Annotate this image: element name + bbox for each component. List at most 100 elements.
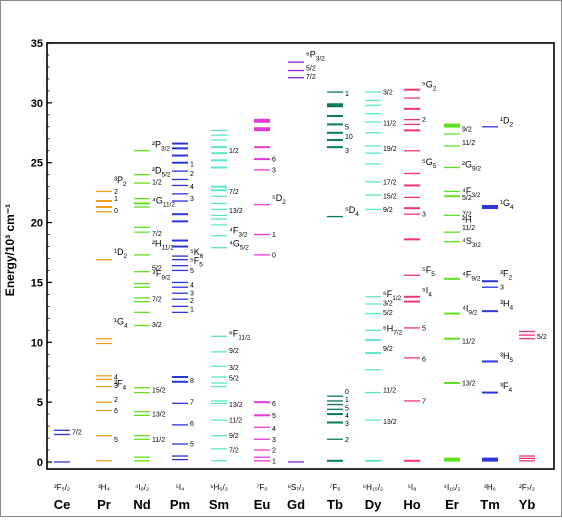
term-label: ³F4: [500, 381, 513, 394]
level-label: 3: [345, 148, 349, 155]
energy-level-bar: [365, 194, 381, 196]
energy-level-bar: [288, 77, 304, 79]
energy-level-bar: [365, 459, 381, 462]
level-label: 1: [114, 196, 118, 203]
term-label: ¹G4: [500, 198, 514, 211]
energy-level-bar: [211, 224, 227, 226]
energy-level-bar: [134, 391, 150, 394]
energy-level-bar: [327, 421, 343, 424]
energy-level-bar: [365, 104, 381, 106]
energy-level-bar: [96, 259, 112, 261]
term-subscript: 9/2: [468, 309, 477, 316]
energy-level-bar: [134, 438, 150, 440]
level-label: 3/2: [383, 90, 393, 97]
energy-level-bar: [444, 312, 460, 315]
energy-level-bar: [365, 112, 381, 115]
energy-level-bar: [172, 170, 188, 172]
level-label: 7/2: [152, 231, 162, 238]
level-label: 7/2: [229, 189, 239, 196]
energy-level-bar: [134, 311, 150, 314]
energy-level-bar: [404, 459, 420, 462]
term-subscript: 5: [433, 163, 437, 170]
energy-level-bar: [288, 461, 304, 463]
term-label: ⁴F3/2: [229, 225, 248, 238]
ground-state-label: ⁵I₄: [176, 483, 185, 492]
level-label: 0: [272, 252, 276, 259]
term-subscript: 4: [510, 304, 514, 311]
energy-level-bar: [172, 305, 188, 308]
level-label: 2: [272, 448, 276, 455]
energy-level-bar: [254, 401, 270, 404]
energy-level-bar: [211, 139, 227, 141]
term-subscript: 2: [124, 253, 128, 260]
energy-level-bar: [444, 166, 460, 169]
energy-level-bar: [482, 457, 498, 462]
energy-level-bar: [134, 150, 150, 152]
level-label: 5/2: [537, 334, 547, 341]
energy-level-bar: [444, 145, 460, 147]
term-subscript: 1/2: [392, 295, 401, 302]
term-subscript: 5: [431, 271, 435, 278]
level-label: 17/2: [383, 179, 397, 186]
term-subscript: 5: [199, 261, 203, 268]
energy-level-bar: [365, 208, 381, 211]
level-label: 5/2: [383, 310, 393, 317]
energy-level-bar: [211, 419, 227, 421]
energy-level-bar: [254, 203, 270, 206]
energy-level-bar: [96, 211, 112, 213]
energy-level-bar: [134, 411, 150, 413]
energy-level-bar: [254, 456, 270, 458]
level-label: 1: [272, 232, 276, 239]
energy-level-bar: [172, 292, 188, 294]
energy-level-bar: [365, 303, 381, 305]
energy-level-bar: [134, 300, 150, 303]
energy-level-bar: [172, 142, 188, 145]
term-label: ²H11/2: [152, 239, 174, 252]
ground-state-label: ³H₆: [484, 483, 496, 492]
energy-level-bar: [134, 254, 150, 256]
level-label: 15/2: [383, 194, 397, 201]
energy-level-bar: [404, 150, 420, 152]
energy-level-bar: [211, 218, 227, 220]
column-eu: 1 2 3 4 5 6 0 1 ⁵D2 3 6 ⁷F₀ Eu: [254, 118, 286, 512]
energy-level-bar: [211, 134, 227, 136]
energy-level-bar: [96, 338, 112, 340]
element-label: Tb: [327, 497, 343, 512]
level-label: 13/2: [383, 419, 397, 426]
energy-level-bar: [519, 457, 535, 460]
energy-level-bar: [254, 426, 270, 428]
energy-level-bar: [172, 220, 188, 223]
energy-level-bar: [172, 193, 188, 195]
energy-level-bar: [288, 61, 304, 63]
energy-level-bar: [404, 238, 420, 241]
energy-level-bar: [327, 403, 343, 406]
energy-level-bar: [172, 239, 188, 242]
energy-level-bar: [134, 231, 150, 233]
energy-level-bar: [172, 255, 188, 257]
level-label: 2: [114, 189, 118, 196]
energy-level-bar: [211, 335, 227, 337]
energy-level-bar: [519, 455, 535, 457]
energy-level-bar: [365, 338, 381, 341]
term-subscript: 5/2: [162, 172, 171, 179]
energy-level-bar: [444, 381, 460, 384]
term-label: ⁴G11/2: [152, 196, 175, 209]
term-label: ³P2: [114, 175, 127, 188]
term-label: ³H4: [500, 298, 514, 311]
energy-level-bar: [96, 375, 112, 377]
energy-level-bar: [211, 402, 227, 404]
energy-level-bar: [327, 103, 343, 108]
energy-level-bar: [96, 200, 112, 203]
term-subscript: 6: [200, 253, 204, 260]
energy-level-bar: [444, 123, 460, 128]
ground-state-label: ⁴I₁₅/₂: [444, 483, 461, 492]
level-label: 4: [190, 282, 194, 289]
term-subscript: 9/2: [161, 275, 170, 282]
energy-level-bar: [365, 91, 381, 93]
term-subscript: 4: [123, 385, 127, 392]
level-label: 5/2: [306, 66, 316, 73]
term-label: ²H: [462, 215, 472, 225]
energy-level-bar: [96, 401, 112, 403]
energy-level-bar: [254, 460, 270, 462]
energy-level-bar: [444, 337, 460, 340]
